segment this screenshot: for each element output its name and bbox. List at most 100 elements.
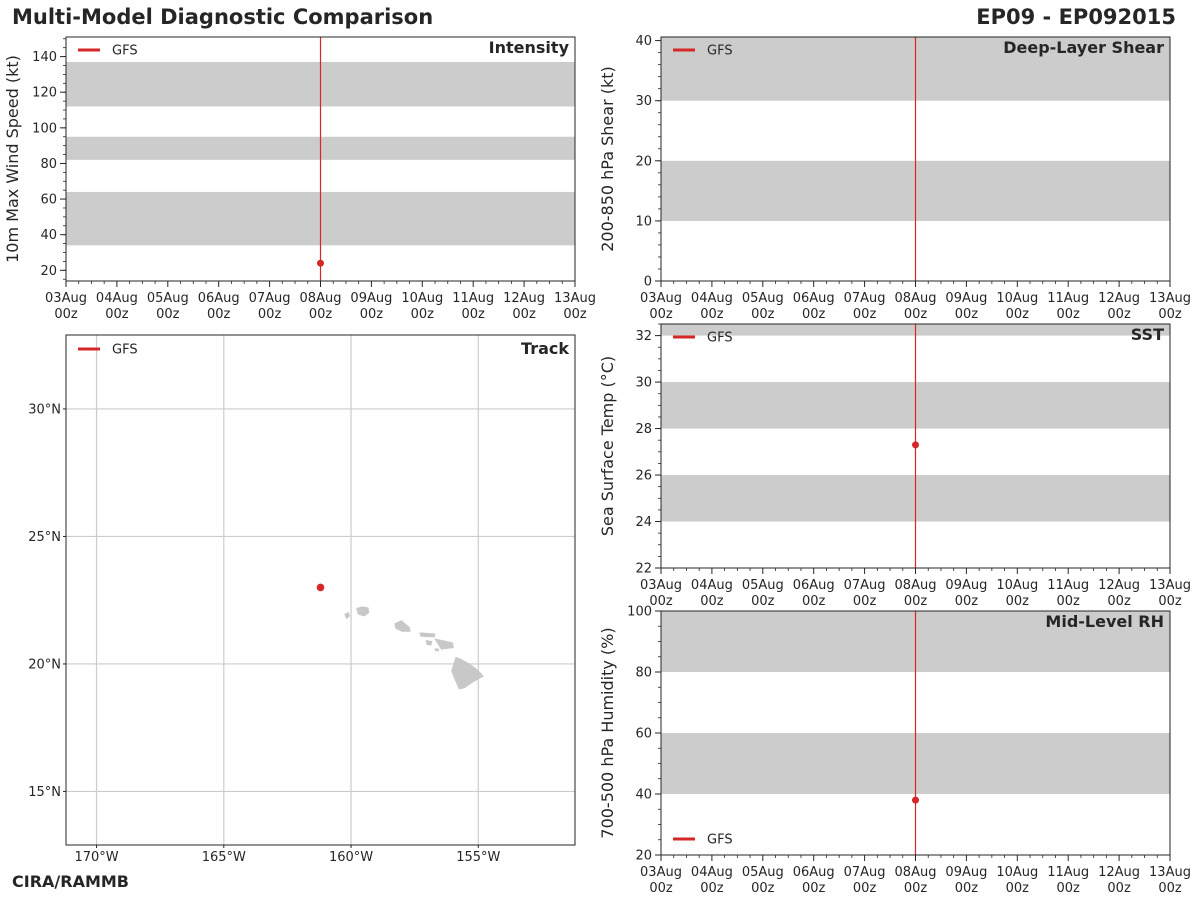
axes-frame <box>65 334 576 846</box>
y-tick-label: 10 <box>635 214 652 229</box>
x-tick-label: 05Aug 00z <box>742 578 784 609</box>
x-tick-label: 04Aug 00z <box>691 291 733 322</box>
y-tick-label: 40 <box>635 788 652 803</box>
island-lanai <box>425 640 433 646</box>
x-tick-label: 07Aug 00z <box>844 865 886 896</box>
track-panel: 170°W 165°W 160°W 155°W 15°N 20°N 25°N 30°N Trac… <box>28 334 576 865</box>
y-tick-label: 80 <box>635 666 652 681</box>
y-tick-label: 20 <box>635 154 652 169</box>
y-tick-label: 20 <box>40 264 57 279</box>
x-tick-label: 05Aug 00z <box>742 291 784 322</box>
x-tick-label: 13Aug 00z <box>1149 291 1191 322</box>
x-tick-label: 08Aug 00z <box>895 578 937 609</box>
island-maui <box>434 638 454 650</box>
y-tick-label: 40 <box>40 228 57 243</box>
legend-label: GFS <box>707 331 733 346</box>
x-tick-label: 06Aug 00z <box>793 578 835 609</box>
x-tick-label: 03Aug 00z <box>45 291 87 322</box>
x-tick-label: 05Aug 00z <box>147 291 189 322</box>
x-tick-label: 08Aug 00z <box>300 291 342 322</box>
x-tick-label: 12Aug 00z <box>1098 291 1140 322</box>
y-tick-label: 28 <box>635 422 652 437</box>
panel-title: Intensity <box>489 38 570 57</box>
lon-tick-label: 170°W <box>74 850 118 865</box>
y-tick-label: 24 <box>635 515 652 530</box>
island-kauai <box>356 606 370 617</box>
x-tick-label: 06Aug 00z <box>198 291 240 322</box>
intensity-panel: 20 40 60 80 100 120 140 03Aug 00z 04Aug 00z 05Aug 00… <box>3 36 596 322</box>
figure-title: Multi-Model Diagnostic Comparison <box>12 5 434 29</box>
y-tick-label: 20 <box>635 849 652 864</box>
x-tick-label: 12Aug 00z <box>1098 865 1140 896</box>
data-point-gfs <box>912 441 919 449</box>
x-tick-label: 05Aug 00z <box>742 865 784 896</box>
legend-label: GFS <box>112 44 138 59</box>
y-axis-label: 10m Max Wind Speed (kt) <box>3 55 22 263</box>
hawaii-islands <box>344 606 485 690</box>
y-tick-label: 120 <box>32 86 57 101</box>
data-point-gfs <box>317 259 324 267</box>
y-tick-label: 140 <box>32 50 57 65</box>
credit-label: CIRA/RAMMB <box>12 872 129 891</box>
storm-id: EP09 - EP092015 <box>976 5 1176 29</box>
x-tick-label: 11Aug 00z <box>452 291 494 322</box>
y-tick-label: 30 <box>635 94 652 109</box>
rh-panel: 20 40 60 80 100 03Aug 00z 04Aug 00z 05Aug 00z 06Aug… <box>598 605 1191 897</box>
island-big-island <box>451 656 485 690</box>
lon-tick-label: 155°W <box>456 850 500 865</box>
x-tick-label: 09Aug 00z <box>350 291 392 322</box>
x-tick-label: 03Aug 00z <box>640 578 682 609</box>
x-tick-label: 11Aug 00z <box>1047 291 1089 322</box>
lon-tick-label: 160°W <box>329 850 373 865</box>
x-tick-label: 03Aug 00z <box>640 291 682 322</box>
lon-tick-label: 165°W <box>202 850 246 865</box>
island-oahu <box>394 620 411 632</box>
x-tick-label: 09Aug 00z <box>945 578 987 609</box>
x-tick-label: 07Aug 00z <box>844 291 886 322</box>
lat-tick-label: 30°N <box>28 402 61 417</box>
y-tick-label: 30 <box>635 376 652 391</box>
y-tick-label: 0 <box>644 275 652 290</box>
y-tick-label: 60 <box>40 193 57 208</box>
shear-panel: 0 10 20 30 40 03Aug 00z 04Aug 00z 05Aug 00z 06Aug 00… <box>598 34 1191 322</box>
x-tick-label: 12Aug 00z <box>1098 578 1140 609</box>
x-tick-label: 13Aug 00z <box>1149 865 1191 896</box>
x-tick-label: 08Aug 00z <box>895 291 937 322</box>
x-tick-label: 12Aug 00z <box>503 291 545 322</box>
x-tick-label: 11Aug 00z <box>1047 865 1089 896</box>
panel-title: Deep-Layer Shear <box>1003 38 1164 57</box>
x-tick-label: 04Aug 00z <box>691 865 733 896</box>
panel-title: Mid-Level RH <box>1045 612 1164 631</box>
legend-label: GFS <box>112 343 138 358</box>
x-tick-label: 09Aug 00z <box>945 291 987 322</box>
island-molokai <box>419 632 436 638</box>
panel-title: Track <box>521 339 569 358</box>
lat-tick-label: 15°N <box>28 785 61 800</box>
x-tick-label: 06Aug 00z <box>793 865 835 896</box>
x-tick-label: 13Aug 00z <box>1149 578 1191 609</box>
island-niihau <box>344 611 350 620</box>
y-tick-label: 60 <box>635 727 652 742</box>
y-tick-label: 26 <box>635 469 652 484</box>
island-kahoolawe <box>434 648 440 652</box>
lat-tick-label: 20°N <box>28 657 61 672</box>
x-tick-label: 09Aug 00z <box>945 865 987 896</box>
y-tick-label: 80 <box>40 157 57 172</box>
y-tick-label: 100 <box>32 121 57 136</box>
x-tick-label: 10Aug 00z <box>996 578 1038 609</box>
x-tick-label: 10Aug 00z <box>996 291 1038 322</box>
data-point-gfs <box>912 796 919 804</box>
x-tick-label: 10Aug 00z <box>996 865 1038 896</box>
legend-label: GFS <box>707 833 733 848</box>
lat-tick-label: 25°N <box>28 530 61 545</box>
sst-panel: 22 24 26 28 30 32 03Aug 00z 04Aug 00z 05Aug 00z 06Au… <box>598 323 1191 609</box>
panel-title: SST <box>1131 325 1164 344</box>
x-tick-label: 04Aug 00z <box>691 578 733 609</box>
x-tick-label: 04Aug 00z <box>96 291 138 322</box>
x-tick-label: 07Aug 00z <box>844 578 886 609</box>
track-point-gfs <box>316 583 325 592</box>
y-tick-label: 40 <box>635 34 652 49</box>
x-tick-label: 07Aug 00z <box>249 291 291 322</box>
y-axis-label: Sea Surface Temp (°C) <box>598 356 617 536</box>
